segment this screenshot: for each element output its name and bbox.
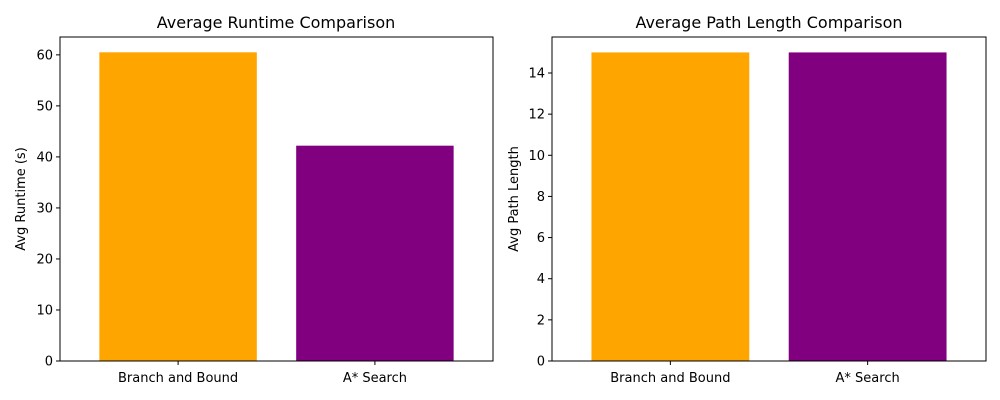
- path-length-xtick-label-0: Branch and Bound: [610, 371, 730, 386]
- path-length-ytick-label-5: 10: [528, 149, 545, 164]
- path-length-bar-1: [788, 52, 947, 362]
- path-length-xtick-label-1: A* Search: [836, 371, 900, 386]
- runtime-ytick-label-3: 30: [36, 201, 53, 216]
- runtime-ytick-label-4: 40: [36, 150, 53, 165]
- path-length-chart-title: Average Path Length Comparison: [635, 13, 902, 32]
- path-length-chart: Average Path Length Comparison Avg Path …: [507, 13, 987, 386]
- runtime-ytick-label-0: 0: [45, 355, 53, 370]
- path-length-ytick-label-2: 4: [537, 272, 545, 287]
- runtime-xtick-label-1: A* Search: [343, 371, 407, 386]
- runtime-ytick-label-1: 10: [36, 303, 53, 318]
- path-length-ytick-label-0: 0: [537, 355, 545, 370]
- path-length-ytick-label-3: 6: [537, 231, 545, 246]
- path-length-ytick-label-7: 14: [528, 67, 545, 82]
- path-length-axes-frame: [551, 36, 987, 362]
- path-length-chart-ylabel: Avg Path Length: [507, 146, 522, 252]
- runtime-xtick-label-0: Branch and Bound: [118, 371, 238, 386]
- path-length-ytick-label-1: 2: [537, 313, 545, 328]
- path-length-ytick-label-6: 12: [528, 108, 545, 123]
- runtime-chart: Average Runtime Comparison Avg Runtime (…: [14, 13, 494, 386]
- runtime-ytick-label-6: 60: [36, 48, 53, 63]
- runtime-chart-ylabel: Avg Runtime (s): [14, 147, 29, 251]
- runtime-chart-title: Average Runtime Comparison: [157, 13, 396, 32]
- path-length-ytick-label-4: 8: [537, 190, 545, 205]
- runtime-bar-0: [99, 52, 257, 361]
- path-length-bar-0: [591, 52, 750, 362]
- runtime-axes-frame: [59, 36, 494, 362]
- runtime-ytick-label-5: 50: [36, 99, 53, 114]
- runtime-ytick-label-2: 20: [36, 252, 53, 267]
- runtime-bar-1: [296, 145, 454, 361]
